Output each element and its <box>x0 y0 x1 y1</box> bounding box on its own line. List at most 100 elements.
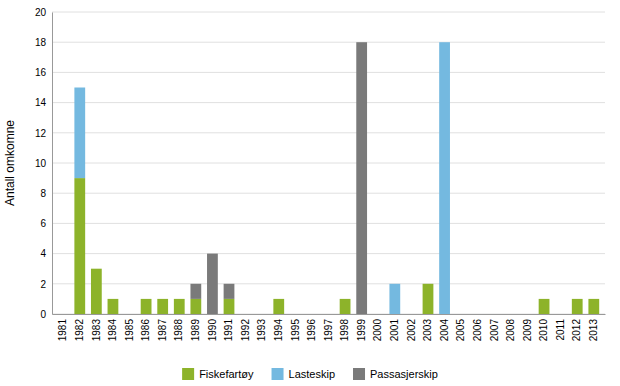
x-tick-label: 1995 <box>290 319 301 342</box>
bars <box>74 42 599 314</box>
legend-swatch <box>353 368 365 380</box>
x-tick-label: 1994 <box>273 319 284 342</box>
bar <box>257 314 268 315</box>
x-tick: 1986 <box>140 314 151 341</box>
bar <box>58 314 69 315</box>
bar <box>190 299 201 314</box>
bar <box>224 284 235 299</box>
y-tick: 20 <box>35 7 52 18</box>
bar <box>472 314 483 315</box>
grid-line <box>52 102 605 103</box>
bar <box>340 298 351 299</box>
legend: FiskefartøyLasteskipPassasjerskip <box>182 368 438 380</box>
bar <box>423 283 434 284</box>
bar <box>572 299 583 314</box>
grid-line <box>52 12 605 13</box>
bar <box>472 314 483 315</box>
bar <box>340 299 351 314</box>
y-tick-label: 8 <box>40 188 46 199</box>
x-tick: 1982 <box>74 314 85 341</box>
bar <box>456 314 467 315</box>
x-tick-label: 2007 <box>489 319 500 342</box>
bar <box>207 254 218 314</box>
x-tick-label: 1988 <box>173 319 184 342</box>
bar <box>190 284 201 299</box>
y-tick-label: 0 <box>40 309 46 320</box>
y-tick: 14 <box>35 97 52 108</box>
bar <box>58 314 69 315</box>
bar <box>141 298 152 299</box>
bar <box>91 268 102 269</box>
bar <box>555 314 566 315</box>
x-tick: 1990 <box>207 314 218 341</box>
x-tick: 2003 <box>422 314 433 341</box>
grid-line <box>52 193 605 194</box>
bar <box>489 314 500 315</box>
bar <box>323 314 334 315</box>
bar <box>307 314 318 315</box>
x-tick: 2004 <box>439 314 450 341</box>
bar <box>257 314 268 315</box>
x-tick-label: 1999 <box>356 319 367 342</box>
y-axis: 02468101214161820 <box>35 7 53 320</box>
grid-line <box>52 72 605 73</box>
legend-item: Fiskefartøy <box>182 368 254 380</box>
bar <box>174 299 185 314</box>
y-tick-label: 16 <box>35 67 47 78</box>
x-tick: 1995 <box>290 314 301 341</box>
y-axis-line <box>52 13 53 315</box>
bar <box>555 314 566 315</box>
bar <box>290 314 301 315</box>
bar <box>522 314 533 315</box>
x-tick: 1989 <box>190 314 201 341</box>
bar <box>572 298 583 299</box>
bar <box>74 178 85 314</box>
bar <box>539 298 550 299</box>
bar <box>489 314 500 315</box>
y-tick-label: 6 <box>40 218 46 229</box>
legend-swatch <box>182 368 194 380</box>
bar <box>174 298 185 299</box>
legend-label: Lasteskip <box>289 368 335 380</box>
bar <box>290 314 301 315</box>
bar <box>240 314 251 315</box>
x-tick: 2010 <box>538 314 549 341</box>
x-tick: 1987 <box>157 314 168 341</box>
bar <box>588 298 599 299</box>
x-tick-label: 1984 <box>107 319 118 342</box>
y-tick-label: 2 <box>40 279 46 290</box>
x-tick-label: 1986 <box>140 319 151 342</box>
bar <box>124 314 135 315</box>
bar <box>124 314 135 315</box>
x-tick: 1992 <box>240 314 251 341</box>
x-tick-label: 1992 <box>240 319 251 342</box>
chart: 1981198219831984198519861987198819891990… <box>0 0 620 386</box>
bar <box>555 314 566 315</box>
y-tick-label: 4 <box>40 248 46 259</box>
y-tick-label: 14 <box>35 97 47 108</box>
y-axis-title: Antall omkomne <box>3 120 17 206</box>
x-tick-label: 1996 <box>306 319 317 342</box>
bar <box>423 284 434 314</box>
x-tick: 2007 <box>489 314 500 341</box>
x-tick: 1999 <box>356 314 367 341</box>
bar <box>174 298 185 299</box>
x-tick-label: 2013 <box>588 319 599 342</box>
bar <box>141 298 152 299</box>
x-tick: 1991 <box>223 314 234 341</box>
bar <box>157 298 168 299</box>
y-tick: 18 <box>35 37 52 48</box>
bar <box>157 299 168 314</box>
x-tick-label: 1998 <box>339 319 350 342</box>
x-axis: 1981198219831984198519861987198819891990… <box>53 314 606 341</box>
grid-line <box>52 163 605 164</box>
bar <box>108 298 119 299</box>
bar <box>572 298 583 299</box>
legend-swatch <box>272 368 284 380</box>
grid-line <box>52 253 605 254</box>
bar <box>406 314 417 315</box>
plot: 1981198219831984198519861987198819891990… <box>35 7 606 342</box>
x-tick-label: 1987 <box>157 319 168 342</box>
bar <box>240 314 251 315</box>
y-tick: 6 <box>40 218 52 229</box>
